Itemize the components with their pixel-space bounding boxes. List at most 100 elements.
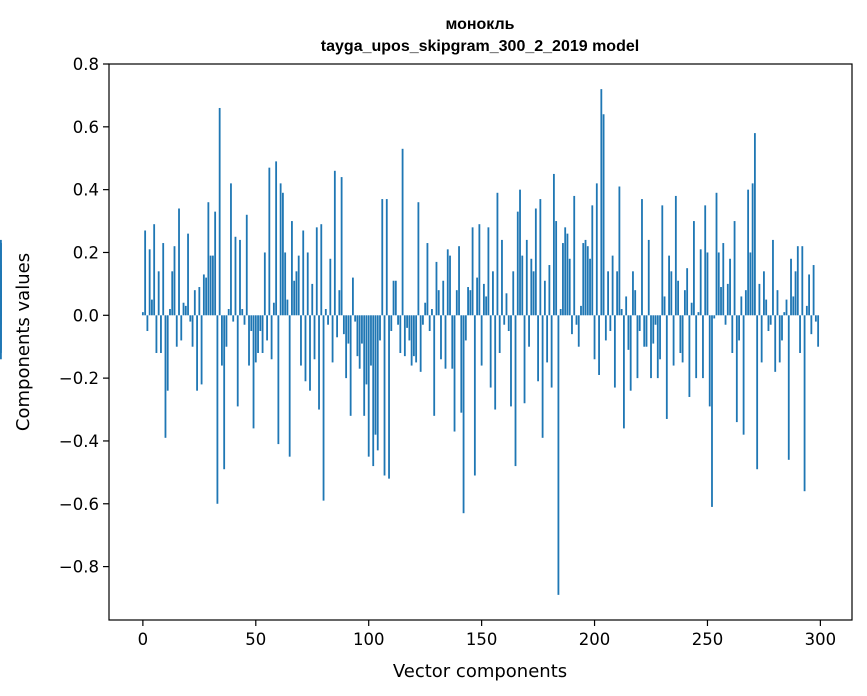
bar xyxy=(541,315,544,438)
bar xyxy=(534,208,537,316)
bar xyxy=(720,287,722,316)
bar xyxy=(767,315,770,332)
bar xyxy=(245,214,248,316)
bar xyxy=(340,177,343,316)
bar xyxy=(652,315,655,344)
bar xyxy=(358,315,361,369)
bar xyxy=(663,296,666,316)
bar xyxy=(632,271,634,316)
bar xyxy=(202,274,205,316)
bar xyxy=(279,183,282,316)
bar xyxy=(354,315,357,322)
bar xyxy=(467,287,469,316)
bar xyxy=(783,312,786,316)
x-axis-ticks: 0 50 100 150 200 250 300 xyxy=(138,620,836,649)
y-tick-label: −0.6 xyxy=(59,495,99,514)
y-tick-label: −0.4 xyxy=(59,432,99,451)
bar xyxy=(645,315,648,347)
bar xyxy=(765,299,768,316)
bar xyxy=(683,290,686,316)
chart-subtitle: tayga_upos_skipgram_300_2_2019 model xyxy=(321,38,639,55)
bar xyxy=(575,315,578,325)
bar xyxy=(735,315,738,423)
bar xyxy=(252,315,255,429)
bar xyxy=(528,315,530,347)
bar xyxy=(598,315,600,375)
bar xyxy=(747,189,750,316)
x-tick-label: 0 xyxy=(138,630,149,649)
bar xyxy=(693,221,695,316)
bar xyxy=(320,224,323,316)
bar xyxy=(812,265,815,316)
bar xyxy=(643,315,646,347)
bar xyxy=(582,243,585,316)
bar xyxy=(318,315,320,410)
bar xyxy=(453,315,456,432)
bar xyxy=(686,268,689,316)
bar xyxy=(670,271,673,316)
bar xyxy=(462,315,465,514)
bar xyxy=(480,315,483,366)
bar xyxy=(722,243,725,316)
bar xyxy=(376,315,379,451)
bar xyxy=(365,315,368,385)
y-tick-label: 0.0 xyxy=(73,306,99,325)
bar xyxy=(239,239,241,316)
bar xyxy=(431,309,433,316)
bar xyxy=(618,186,621,316)
bar xyxy=(623,315,625,429)
bar xyxy=(342,315,345,335)
y-tick-label: 0.8 xyxy=(73,55,99,74)
bar xyxy=(275,161,278,316)
bar xyxy=(552,173,555,316)
bar xyxy=(313,315,316,360)
bar xyxy=(677,280,680,316)
bar xyxy=(695,315,698,379)
bar xyxy=(234,236,237,316)
bar xyxy=(593,315,596,360)
bar xyxy=(304,315,307,382)
bar xyxy=(288,315,291,457)
bar xyxy=(530,258,533,316)
bar xyxy=(519,189,521,316)
bar xyxy=(408,315,411,341)
bar xyxy=(661,205,664,316)
bar xyxy=(333,170,336,316)
bar xyxy=(189,315,192,322)
bar xyxy=(419,315,422,372)
bar xyxy=(482,283,485,316)
bar xyxy=(706,252,709,316)
bar xyxy=(600,89,603,316)
bar xyxy=(681,315,684,363)
bar xyxy=(460,315,463,413)
bar xyxy=(704,205,707,316)
bar xyxy=(620,309,623,316)
bar xyxy=(169,309,171,316)
bar xyxy=(787,315,790,460)
bar xyxy=(426,243,429,316)
bar xyxy=(559,309,562,316)
bar xyxy=(0,296,2,316)
bar xyxy=(616,271,619,316)
bar xyxy=(568,258,571,316)
bar xyxy=(758,283,761,316)
bar xyxy=(309,315,311,391)
bar xyxy=(539,199,542,316)
bar xyxy=(476,277,479,316)
bar xyxy=(799,315,801,353)
bar xyxy=(571,315,573,335)
bar xyxy=(277,315,280,445)
bar xyxy=(311,283,314,316)
bar xyxy=(415,315,418,363)
bar xyxy=(607,271,609,316)
bar xyxy=(717,252,720,316)
bar xyxy=(437,290,440,316)
bar xyxy=(331,315,334,363)
bar xyxy=(196,315,198,391)
chart-title: монокль xyxy=(445,16,514,33)
bar xyxy=(665,315,668,419)
bar xyxy=(591,205,594,316)
bar xyxy=(144,230,147,316)
bar xyxy=(512,271,515,316)
